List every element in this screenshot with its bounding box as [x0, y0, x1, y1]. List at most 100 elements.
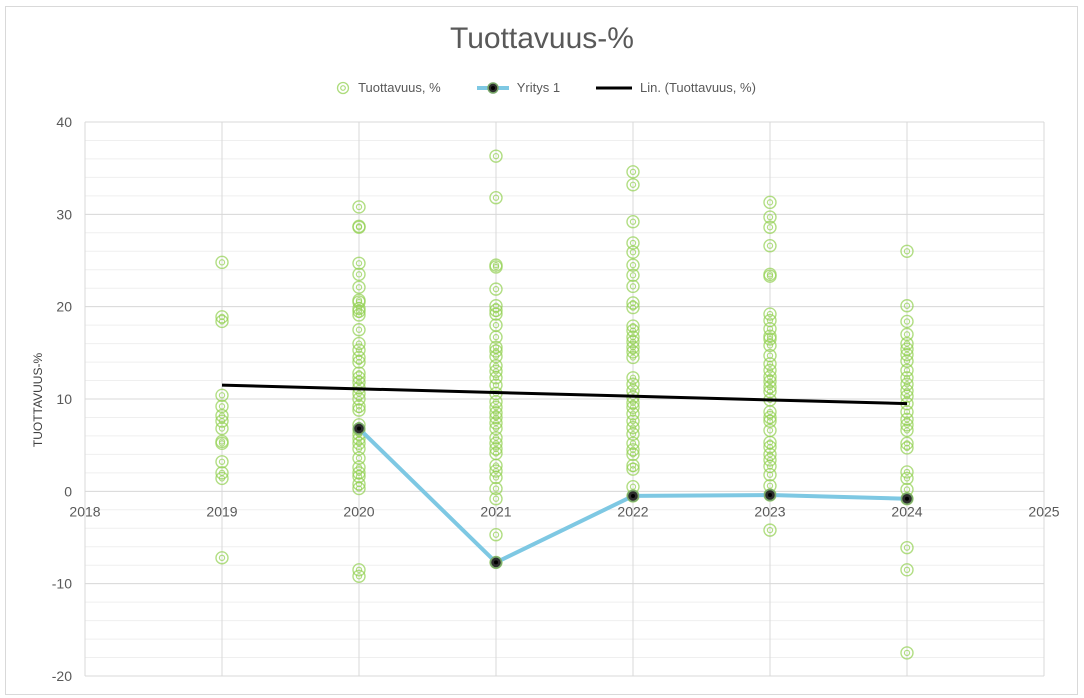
y-tick-label: 10 [56, 391, 72, 407]
data-point[interactable] [352, 403, 366, 417]
data-point[interactable] [900, 314, 914, 329]
data-point[interactable] [900, 244, 914, 258]
data-point[interactable] [763, 210, 777, 224]
data-point[interactable] [626, 300, 640, 315]
data-point[interactable] [626, 215, 640, 229]
data-point[interactable] [626, 414, 640, 428]
data-point[interactable] [352, 323, 366, 337]
data-point[interactable] [489, 492, 503, 506]
data-point[interactable] [626, 436, 640, 451]
x-axis-ticks: 2018 2019 2020 2021 2022 2023 2024 2025 [69, 503, 1059, 519]
data-point[interactable] [489, 470, 503, 485]
data-point[interactable] [763, 307, 777, 321]
data-point[interactable] [352, 355, 366, 369]
y-tick-label: 30 [56, 206, 72, 222]
data-point[interactable] [626, 371, 640, 385]
data-point[interactable] [900, 299, 914, 313]
data-point[interactable] [900, 363, 914, 378]
data-point[interactable] [215, 414, 229, 428]
data-point[interactable] [763, 338, 777, 353]
yritys1-marker[interactable] [763, 488, 777, 502]
data-point[interactable] [489, 191, 503, 205]
data-point[interactable] [215, 388, 229, 403]
data-point[interactable] [763, 363, 777, 378]
data-point[interactable] [763, 239, 777, 253]
y-axis-ticks: -20 -10 0 10 20 30 40 [52, 114, 72, 684]
data-point[interactable] [215, 471, 229, 486]
data-point[interactable] [900, 465, 914, 479]
data-point[interactable] [215, 314, 229, 329]
data-point[interactable] [626, 258, 640, 272]
data-point[interactable] [900, 540, 914, 555]
data-point[interactable] [900, 405, 914, 419]
data-point[interactable] [352, 256, 366, 270]
data-point[interactable] [352, 267, 366, 282]
data-point[interactable] [489, 371, 503, 385]
data-point[interactable] [626, 407, 640, 421]
data-point[interactable] [352, 563, 366, 577]
data-point[interactable] [626, 279, 640, 294]
data-point[interactable] [352, 336, 366, 351]
line-marker-icon [476, 81, 509, 94]
legend-item-yritys1[interactable]: Yritys 1 [476, 80, 560, 95]
data-point[interactable] [626, 178, 640, 192]
data-point[interactable] [763, 332, 777, 346]
yritys1-marker[interactable] [352, 422, 366, 435]
data-point[interactable] [900, 347, 914, 362]
data-point[interactable] [626, 268, 640, 282]
data-point[interactable] [489, 260, 503, 274]
data-point[interactable] [489, 149, 503, 163]
data-point[interactable] [626, 462, 640, 476]
data-point[interactable] [763, 195, 777, 210]
data-point[interactable] [489, 481, 503, 496]
data-point[interactable] [215, 455, 229, 469]
data-point[interactable] [215, 551, 229, 565]
data-point[interactable] [763, 220, 777, 234]
data-point[interactable] [900, 563, 914, 577]
data-point[interactable] [489, 307, 503, 321]
data-point[interactable] [489, 528, 503, 542]
data-point[interactable] [763, 453, 777, 467]
ring-marker-icon [336, 81, 350, 94]
data-point[interactable] [763, 468, 777, 482]
data-point[interactable] [215, 421, 229, 436]
yritys1-marker[interactable] [626, 489, 640, 503]
data-point[interactable] [215, 255, 229, 270]
data-point[interactable] [626, 447, 640, 462]
data-point[interactable] [352, 481, 366, 496]
data-point[interactable] [352, 308, 366, 322]
data-point[interactable] [352, 220, 366, 234]
data-point[interactable] [489, 330, 503, 344]
data-point[interactable] [763, 440, 777, 454]
data-point[interactable] [626, 400, 640, 415]
data-point[interactable] [626, 350, 640, 365]
data-point[interactable] [900, 441, 914, 455]
legend-item-trendline[interactable]: Lin. (Tuottavuus, %) [596, 80, 756, 95]
data-point[interactable] [626, 245, 640, 259]
data-point[interactable] [626, 323, 640, 338]
data-point[interactable] [489, 282, 503, 296]
data-point[interactable] [489, 364, 503, 378]
data-point[interactable] [763, 523, 777, 537]
data-point[interactable] [626, 165, 640, 179]
data-point[interactable] [900, 646, 914, 660]
data-point[interactable] [900, 423, 914, 438]
data-point[interactable] [763, 322, 777, 336]
yritys1-marker[interactable] [489, 556, 503, 569]
yritys1-marker[interactable] [900, 492, 914, 505]
x-tick-label: 2025 [1028, 503, 1059, 519]
legend-item-tuottavuus[interactable]: Tuottavuus, % [336, 80, 441, 95]
data-point[interactable] [352, 280, 366, 294]
data-point[interactable] [352, 569, 366, 583]
data-point[interactable] [900, 471, 914, 486]
data-point[interactable] [763, 357, 777, 371]
data-point[interactable] [489, 464, 503, 478]
data-point[interactable] [626, 377, 640, 391]
data-point[interactable] [626, 420, 640, 435]
data-point[interactable] [763, 269, 777, 283]
data-point[interactable] [352, 200, 366, 214]
legend-label: Lin. (Tuottavuus, %) [640, 80, 756, 95]
data-point[interactable] [215, 436, 229, 451]
data-point[interactable] [352, 392, 366, 406]
data-point[interactable] [900, 371, 914, 385]
